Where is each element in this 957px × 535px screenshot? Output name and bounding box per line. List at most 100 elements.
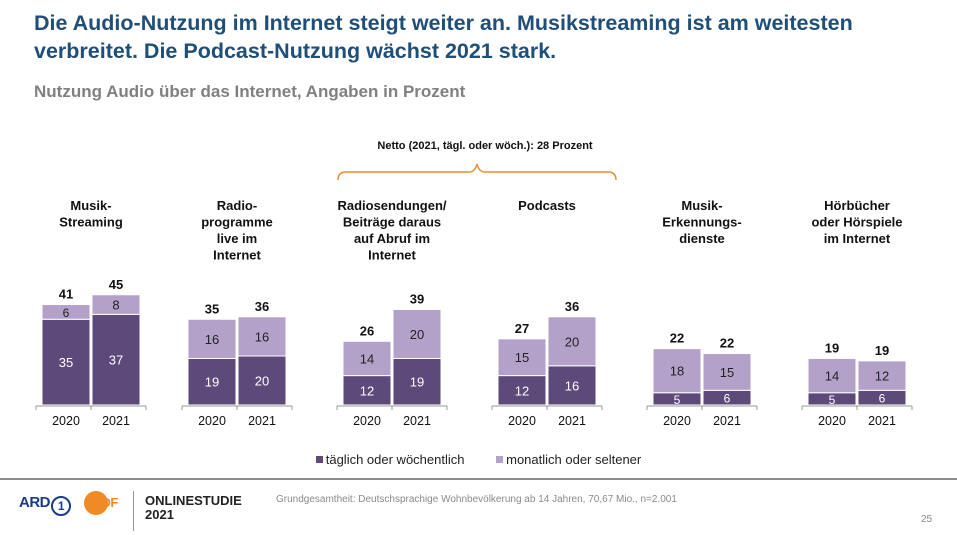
ard-one-icon: 1 xyxy=(51,496,71,516)
bar-total-label: 41 xyxy=(59,287,73,302)
segment-value-label: 15 xyxy=(515,350,529,365)
segment-value-label: 20 xyxy=(565,334,579,349)
category-label: Streaming xyxy=(59,215,123,230)
category-label: live im xyxy=(217,231,257,246)
category-label: Radio- xyxy=(217,198,257,213)
bar-segment-daily-weekly xyxy=(187,357,237,406)
x-tick-label-year: 2021 xyxy=(868,414,896,428)
segment-value-label: 16 xyxy=(255,329,269,344)
segment-value-label: 8 xyxy=(112,298,119,313)
category-label: Musik- xyxy=(681,198,722,213)
x-tick-label-year: 2020 xyxy=(353,414,381,428)
x-tick-label-year: 2021 xyxy=(558,414,586,428)
category-label: im Internet xyxy=(824,231,891,246)
footer-divider xyxy=(0,478,957,480)
zdf-logo: ZDF xyxy=(84,491,122,515)
category-label: Podcasts xyxy=(518,198,576,213)
zdf-circle-icon xyxy=(84,491,108,515)
zdf-logo-text: ZDF xyxy=(94,495,118,510)
bar-total-label: 39 xyxy=(410,291,424,306)
legend-label: monatlich oder seltener xyxy=(506,452,642,467)
bar-segment-daily-weekly xyxy=(497,375,547,406)
group-brace xyxy=(337,163,617,181)
bar-segment-monthly-less xyxy=(652,348,702,394)
x-tick-label-year: 2020 xyxy=(818,414,846,428)
bar-total-label: 26 xyxy=(360,323,374,338)
bar-segment-daily-weekly xyxy=(41,318,91,406)
segment-value-label: 6 xyxy=(724,392,731,406)
x-tick-label-year: 2021 xyxy=(713,414,741,428)
segment-value-label: 6 xyxy=(879,392,886,406)
segment-value-label: 12 xyxy=(515,383,529,398)
bar-total-label: 22 xyxy=(670,331,684,346)
segment-value-label: 5 xyxy=(829,393,836,407)
ard-logo-text: ARD xyxy=(19,494,51,511)
segment-value-label: 14 xyxy=(360,351,374,366)
slide-title: Die Audio-Nutzung im Internet steigt wei… xyxy=(34,11,853,63)
category-label: programme xyxy=(201,215,273,230)
category-label: Radiosendungen/ xyxy=(337,198,446,213)
bar-total-label: 27 xyxy=(515,321,529,336)
x-tick-label-year: 2021 xyxy=(248,414,276,428)
segment-value-label: 15 xyxy=(720,365,734,380)
slide-subtitle: Nutzung Audio über das Internet, Angaben… xyxy=(34,82,466,101)
segment-value-label: 14 xyxy=(825,369,839,384)
segment-value-label: 18 xyxy=(670,364,684,379)
page-number: 25 xyxy=(921,514,933,525)
legend-item-daily-weekly: täglich oder wöchentlich xyxy=(315,452,464,467)
bar-segment-monthly-less xyxy=(547,316,597,367)
bar-segment-daily-weekly xyxy=(342,375,392,406)
netto-annotation: Netto (2021, tägl. oder wöch.): 28 Proze… xyxy=(377,140,593,152)
category-label: oder Hörspiele xyxy=(811,215,902,230)
bar-segment-monthly-less xyxy=(237,316,287,357)
segment-value-label: 19 xyxy=(410,375,424,390)
ard-logo: ARD 1 xyxy=(19,494,71,516)
bar-segment-monthly-less xyxy=(342,340,392,377)
bar-segment-monthly-less xyxy=(187,318,237,359)
bar-total-label: 19 xyxy=(825,340,839,355)
category-label: Musik- xyxy=(70,198,111,213)
bar-segment-monthly-less xyxy=(41,304,91,320)
bar-total-label: 35 xyxy=(205,301,219,316)
studie-year: 2021 xyxy=(145,507,174,522)
segment-value-label: 16 xyxy=(565,378,579,393)
category-label: Beiträge daraus xyxy=(343,215,441,230)
x-tick-label-year: 2020 xyxy=(52,414,80,428)
legend-item-monthly-less: monatlich oder seltener xyxy=(496,452,641,467)
category-label: Internet xyxy=(368,248,416,263)
bar-segment-monthly-less xyxy=(807,357,857,394)
category-label: dienste xyxy=(679,231,725,246)
bar-total-label: 22 xyxy=(720,336,734,351)
segment-value-label: 20 xyxy=(410,327,424,342)
category-label: Internet xyxy=(213,248,261,263)
legend-swatch-dark xyxy=(315,456,323,463)
source-note: Grundgesamtheit: Deutschsprachige Wohnbe… xyxy=(276,494,677,505)
bar-total-label: 36 xyxy=(565,299,579,314)
x-tick-label-year: 2020 xyxy=(663,414,691,428)
segment-value-label: 35 xyxy=(59,355,73,370)
category-label: auf Abruf im xyxy=(354,231,430,246)
segment-value-label: 12 xyxy=(875,369,889,384)
bar-segment-daily-weekly xyxy=(91,313,141,406)
segment-value-label: 37 xyxy=(109,353,123,368)
footer-separator xyxy=(133,491,134,531)
studie-name: ONLINESTUDIE xyxy=(145,493,242,508)
category-label: Hörbücher xyxy=(824,198,890,213)
legend: täglich oder wöchentlich monatlich oder … xyxy=(0,452,957,467)
segment-value-label: 20 xyxy=(255,374,269,389)
bar-total-label: 45 xyxy=(109,277,123,292)
legend-swatch-light xyxy=(496,456,504,463)
bar-segment-monthly-less xyxy=(91,294,141,315)
category-label: Erkennungs- xyxy=(662,215,741,230)
bar-total-label: 19 xyxy=(875,343,889,358)
bar-segment-monthly-less xyxy=(857,360,907,391)
segment-value-label: 6 xyxy=(63,306,70,320)
bar-segment-monthly-less xyxy=(702,353,752,391)
x-tick-label-year: 2021 xyxy=(403,414,431,428)
x-tick-label-year: 2021 xyxy=(102,414,130,428)
x-tick-label-year: 2020 xyxy=(508,414,536,428)
bar-segment-daily-weekly xyxy=(392,357,442,406)
stacked-bar-chart: Musik-Streaming356412020378452021Radio-p… xyxy=(35,198,913,428)
bar-segment-monthly-less xyxy=(392,308,442,359)
segment-value-label: 16 xyxy=(205,332,219,347)
